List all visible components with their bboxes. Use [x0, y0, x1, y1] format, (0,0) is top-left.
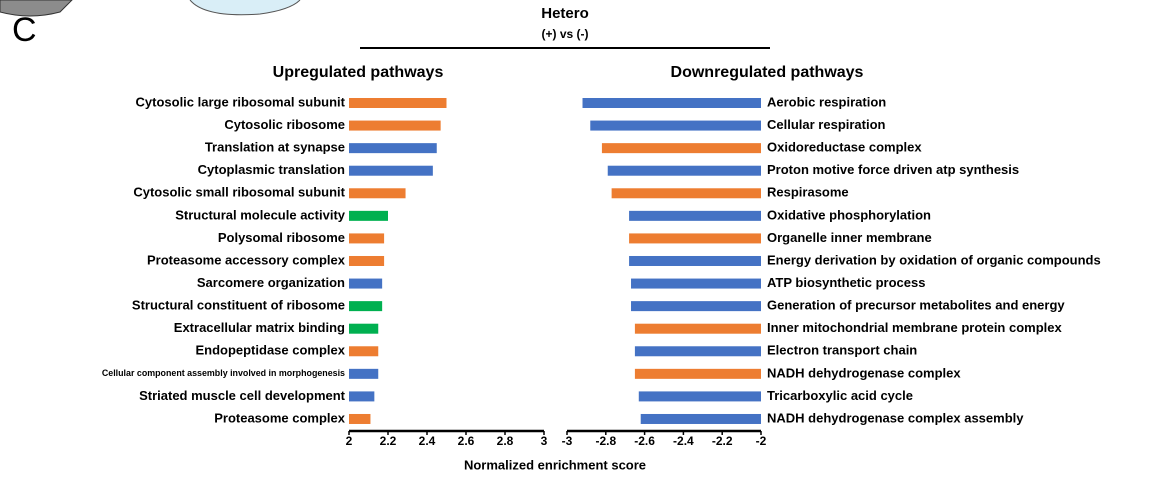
bar [349, 369, 378, 379]
x-tick-label: 2.8 [497, 434, 514, 448]
category-label: Aerobic respiration [767, 94, 886, 109]
x-tick-label: 2.4 [419, 434, 436, 448]
x-axis-label: Normalized enrichment score [464, 457, 646, 472]
category-label: Proton motive force driven atp synthesis [767, 162, 1019, 177]
x-tick-label: 2.2 [380, 434, 397, 448]
category-label: ATP biosynthetic process [767, 275, 925, 290]
category-label: Energy derivation by oxidation of organi… [767, 252, 1101, 267]
category-label: Structural molecule activity [175, 207, 346, 222]
bar [349, 279, 382, 289]
bar [608, 166, 761, 176]
category-label: NADH dehydrogenase complex [767, 365, 961, 380]
category-label: Tricarboxylic acid cycle [767, 388, 913, 403]
panel-label: C [12, 11, 37, 49]
bar [349, 346, 378, 356]
category-label: Cytosolic ribosome [224, 117, 345, 132]
figure-title: Hetero [541, 5, 589, 22]
category-label: Cellular component assembly involved in … [102, 368, 345, 378]
bar [349, 188, 406, 198]
bar [629, 211, 761, 221]
bar [349, 166, 433, 176]
bar [631, 279, 761, 289]
category-label: Oxidative phosphorylation [767, 207, 931, 222]
x-tick-label: 2 [346, 434, 353, 448]
x-tick-label: 3 [541, 434, 548, 448]
bar [349, 256, 384, 266]
bar [349, 233, 384, 243]
category-label: Structural constituent of ribosome [132, 298, 345, 313]
category-label: Inner mitochondrial membrane protein com… [767, 320, 1062, 335]
x-tick-label: -2.2 [712, 434, 733, 448]
bar [583, 98, 761, 108]
bar [631, 301, 761, 311]
chart-title: Downregulated pathways [671, 64, 864, 81]
bar [349, 98, 447, 108]
bar [629, 256, 761, 266]
bar [349, 211, 388, 221]
category-label: NADH dehydrogenase complex assembly [767, 410, 1024, 425]
figure-subtitle: (+) vs (-) [541, 27, 588, 41]
bar [590, 121, 761, 131]
bar [349, 143, 437, 153]
x-tick-label: -2 [756, 434, 767, 448]
category-label: Cytosolic small ribosomal subunit [133, 185, 345, 200]
bar [635, 369, 761, 379]
x-tick-label: 2.6 [458, 434, 475, 448]
bar [349, 391, 374, 401]
category-label: Cytosolic large ribosomal subunit [136, 94, 346, 109]
category-label: Electron transport chain [767, 343, 917, 358]
bar [635, 346, 761, 356]
bar [639, 391, 761, 401]
bar [349, 324, 378, 334]
x-tick-label: -2.8 [595, 434, 616, 448]
category-label: Translation at synapse [205, 140, 345, 155]
category-label: Proteasome accessory complex [147, 252, 346, 267]
bar [602, 143, 761, 153]
category-label: Cytoplasmic translation [198, 162, 345, 177]
category-label: Proteasome complex [214, 410, 346, 425]
bar [349, 121, 441, 131]
chart-title: Upregulated pathways [273, 64, 444, 81]
bar [349, 414, 370, 424]
category-label: Sarcomere organization [197, 275, 345, 290]
category-label: Polysomal ribosome [218, 230, 345, 245]
category-label: Organelle inner membrane [767, 230, 932, 245]
bar [349, 301, 382, 311]
category-label: Generation of precursor metabolites and … [767, 298, 1065, 313]
category-label: Oxidoreductase complex [767, 140, 922, 155]
category-label: Extracellular matrix binding [174, 320, 345, 335]
bar [629, 233, 761, 243]
bar [612, 188, 761, 198]
bar [635, 324, 761, 334]
figure: C Hetero (+) vs (-) Normalized enrichmen… [0, 0, 1155, 479]
decoration [190, 0, 300, 15]
x-tick-label: -2.4 [673, 434, 694, 448]
category-label: Endopeptidase complex [195, 343, 345, 358]
category-label: Respirasome [767, 185, 849, 200]
category-label: Striated muscle cell development [139, 388, 346, 403]
category-label: Cellular respiration [767, 117, 886, 132]
x-tick-label: -2.6 [634, 434, 655, 448]
bar [641, 414, 761, 424]
x-tick-label: -3 [562, 434, 573, 448]
